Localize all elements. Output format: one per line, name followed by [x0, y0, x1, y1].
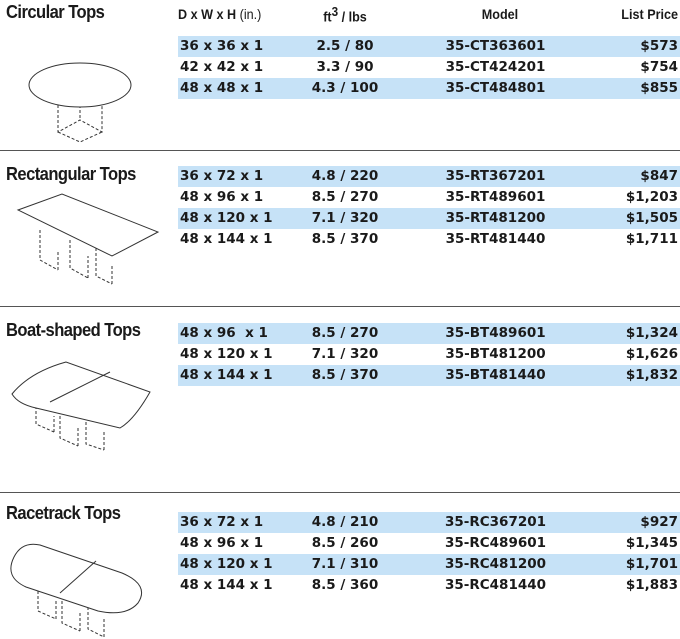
rectangular-illustration [16, 193, 160, 285]
section-title: Boat-shaped Tops [6, 320, 141, 340]
model-cell: 35-BT481440 [445, 367, 546, 383]
volume-weight-cell: 8.5 / 270 [311, 325, 379, 341]
price-cell: $1,832 [625, 367, 678, 383]
volume-exp: 3 [331, 4, 339, 19]
size-unit: (in.) [239, 6, 262, 22]
table-row: 48 x 120 x 1 7.1 / 310 35-RC481200 $1,701 [178, 554, 680, 575]
volume-weight-cell: 2.5 / 80 [316, 38, 374, 54]
model-cell: 35-RT367201 [445, 168, 546, 184]
table-row: 48 x 120 x 1 7.1 / 320 35-RT481200 $1,505 [178, 208, 680, 229]
table-row: 36 x 36 x 1 2.5 / 80 35-CT363601 $573 [178, 36, 680, 57]
model-cell: 35-CT363601 [445, 38, 546, 54]
price-cell: $1,626 [625, 346, 678, 362]
volume-weight-cell: 4.8 / 210 [311, 514, 379, 530]
size-cell: 48 x 144 x 1 [180, 577, 273, 593]
table-row: 42 x 42 x 1 3.3 / 90 35-CT424201 $754 [178, 57, 680, 78]
size-cell: 48 x 120 x 1 [180, 346, 273, 362]
volume-weight-cell: 7.1 / 310 [311, 556, 379, 572]
model-cell: 35-RT489601 [445, 189, 546, 205]
price-cell: $1,711 [625, 231, 678, 247]
price-cell: $1,345 [625, 535, 678, 551]
circular-illustration [28, 62, 132, 143]
volume-weight-cell: 8.5 / 360 [311, 577, 379, 593]
volume-weight-cell: 8.5 / 270 [311, 189, 379, 205]
table-row: 36 x 72 x 1 4.8 / 210 35-RC367201 $927 [178, 512, 680, 533]
volume-weight-cell: 8.5 / 370 [311, 231, 379, 247]
volume-weight-cell: 7.1 / 320 [311, 346, 379, 362]
model-cell: 35-BT489601 [445, 325, 546, 341]
model-cell: 35-RC489601 [444, 535, 547, 551]
volume-weight-cell: 4.3 / 100 [311, 80, 379, 96]
size-cell: 36 x 36 x 1 [180, 38, 264, 54]
model-cell: 35-RT481440 [445, 231, 546, 247]
price-cell: $847 [640, 168, 678, 184]
size-cell: 48 x 120 x 1 [180, 210, 273, 226]
price-cell: $1,883 [625, 577, 678, 593]
size-cell: 48 x 96 x 1 [180, 189, 264, 205]
racetrack-illustration [10, 543, 142, 638]
divider [0, 492, 680, 493]
divider [0, 150, 680, 151]
header-size: D x W x H (in.) [178, 6, 261, 22]
volume-unit: ft [323, 8, 332, 25]
volume-weight-cell: 8.5 / 370 [311, 367, 379, 383]
divider [0, 306, 680, 307]
section-title: Circular Tops [6, 2, 105, 22]
volume-weight-cell: 7.1 / 320 [311, 210, 379, 226]
table-row: 48 x 48 x 1 4.3 / 100 35-CT484801 $855 [178, 78, 680, 99]
price-cell: $573 [640, 38, 678, 54]
size-cell: 36 x 72 x 1 [180, 168, 264, 184]
table-row: 48 x 96 x 1 8.5 / 270 35-BT489601 $1,324 [178, 323, 680, 344]
table-row: 48 x 96 x 1 8.5 / 270 35-RT489601 $1,203 [178, 187, 680, 208]
section-title: Racetrack Tops [6, 503, 121, 523]
size-cell: 48 x 144 x 1 [180, 367, 273, 383]
section-title: Rectangular Tops [6, 164, 136, 184]
table-row: 48 x 144 x 1 8.5 / 370 35-BT481440 $1,832 [178, 365, 680, 386]
price-cell: $1,203 [625, 189, 678, 205]
volume-weight-cell: 8.5 / 260 [311, 535, 379, 551]
size-cell: 42 x 42 x 1 [180, 59, 264, 75]
table-row: 48 x 144 x 1 8.5 / 370 35-RT481440 $1,711 [178, 229, 680, 250]
header-price: List Price [621, 6, 678, 22]
model-cell: 35-CT484801 [445, 80, 546, 96]
size-cell: 48 x 120 x 1 [180, 556, 273, 572]
price-cell: $1,505 [625, 210, 678, 226]
size-cell: 48 x 96 x 1 [180, 535, 264, 551]
size-cell: 48 x 144 x 1 [180, 231, 273, 247]
model-cell: 35-RT481200 [445, 210, 546, 226]
table-row: 48 x 120 x 1 7.1 / 320 35-BT481200 $1,626 [178, 344, 680, 365]
weight-unit: / lbs [341, 8, 367, 25]
price-cell: $855 [640, 80, 678, 96]
table-row: 48 x 96 x 1 8.5 / 260 35-RC489601 $1,345 [178, 533, 680, 554]
header-model: Model [481, 6, 519, 22]
size-cell: 48 x 96 x 1 [180, 325, 268, 341]
table-row: 36 x 72 x 1 4.8 / 220 35-RT367201 $847 [178, 166, 680, 187]
price-cell: $1,701 [625, 556, 678, 572]
volume-weight-cell: 3.3 / 90 [316, 59, 374, 75]
table-row: 48 x 144 x 1 8.5 / 360 35-RC481440 $1,883 [178, 575, 680, 596]
model-cell: 35-BT481200 [445, 346, 546, 362]
model-cell: 35-RC367201 [444, 514, 547, 530]
price-cell: $927 [640, 514, 678, 530]
size-label: D x W x H [178, 6, 237, 22]
model-cell: 35-RC481200 [444, 556, 547, 572]
price-cell: $754 [640, 59, 678, 75]
volume-weight-cell: 4.8 / 220 [311, 168, 379, 184]
size-cell: 36 x 72 x 1 [180, 514, 264, 530]
price-cell: $1,324 [625, 325, 678, 341]
model-cell: 35-RC481440 [444, 577, 547, 593]
boat-illustration [11, 361, 151, 451]
model-cell: 35-CT424201 [445, 59, 546, 75]
header-volume: ft3 / lbs [305, 4, 386, 25]
size-cell: 48 x 48 x 1 [180, 80, 264, 96]
